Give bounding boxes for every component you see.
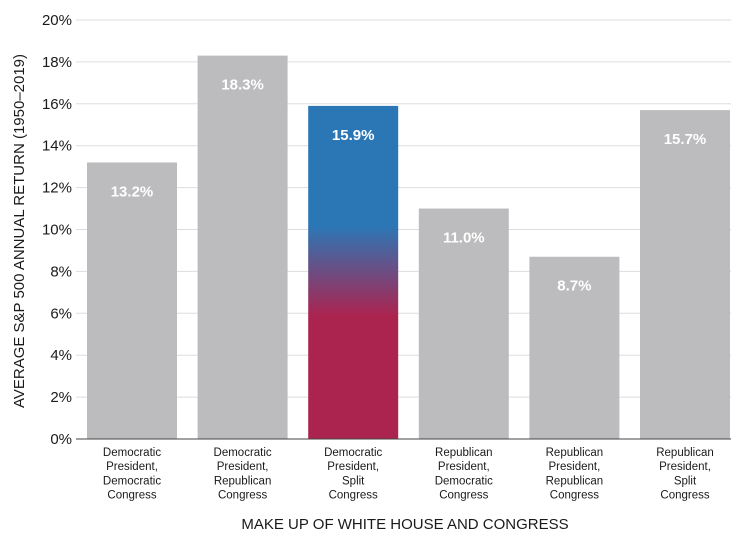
bar [197, 55, 288, 440]
y-tick-label: 18% [42, 54, 72, 71]
data-label: 15.9% [332, 127, 375, 144]
bar [87, 162, 177, 439]
x-axis-label: MAKE UP OF WHITE HOUSE AND CONGRESS [241, 516, 568, 533]
x-tick-label: Democratic President, Democratic Congress [103, 447, 161, 502]
y-tick-label: 6% [50, 305, 72, 322]
y-axis-ticks: 0% 2% 4% 6% 8% 10% 12% 14% 16% 18% 20% [42, 12, 72, 448]
x-tick-label: Republican President, Democratic Congress [435, 447, 493, 502]
y-tick-label: 8% [50, 263, 72, 280]
bar [640, 110, 730, 440]
y-tick-label: 20% [42, 12, 72, 29]
y-axis-label: AVERAGE S&P 500 ANNUAL RETURN (1950–2019… [11, 54, 28, 408]
x-tick-label: Democratic President, Split Congress [324, 447, 382, 502]
y-tick-label: 10% [42, 222, 72, 239]
x-tick-label: Republican President, Republican Congress [546, 447, 604, 502]
bar [418, 208, 509, 439]
bar [308, 105, 399, 440]
gridlines [76, 19, 731, 398]
y-tick-label: 0% [50, 431, 72, 448]
x-axis-ticks: Democratic President, Democratic Congress De… [103, 447, 714, 502]
data-label: 15.7% [664, 131, 707, 148]
data-labels: 13.2% 18.3% 15.9% 11.0% 8.7% 15.7% [111, 77, 707, 295]
data-label: 18.3% [221, 77, 264, 94]
x-tick-label: Republican President, Split Congress [656, 447, 714, 502]
data-label: 13.2% [111, 183, 154, 200]
y-tick-label: 16% [42, 96, 72, 113]
y-tick-label: 4% [50, 347, 72, 364]
bars [87, 55, 730, 440]
y-tick-label: 14% [42, 138, 72, 155]
x-tick-label: Democratic President, Republican Congress [214, 447, 272, 502]
data-label: 8.7% [557, 278, 591, 295]
bar [529, 256, 620, 439]
data-label: 11.0% [443, 230, 485, 247]
y-tick-label: 12% [42, 180, 72, 197]
y-tick-label: 2% [50, 389, 72, 406]
